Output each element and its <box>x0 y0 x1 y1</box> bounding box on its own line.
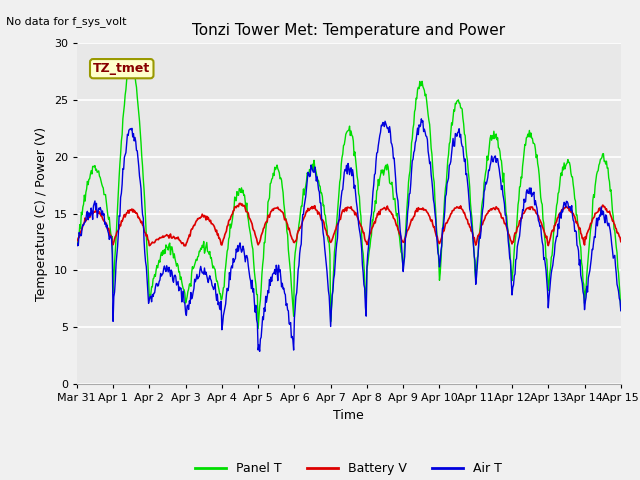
Panel T <box>73 240 81 246</box>
Air T <box>617 308 625 313</box>
Air T <box>449 143 456 149</box>
Battery V <box>193 217 201 223</box>
Line: Battery V: Battery V <box>77 204 621 246</box>
Panel T <box>568 174 576 180</box>
Air T <box>394 198 402 204</box>
Battery V <box>182 243 189 249</box>
Battery V <box>216 238 224 243</box>
Battery V <box>617 239 625 244</box>
Air T <box>256 348 264 354</box>
Battery V <box>568 211 576 216</box>
Panel T <box>617 308 625 313</box>
Panel T <box>342 132 349 137</box>
Battery V <box>449 208 456 214</box>
Y-axis label: Temperature (C) / Power (V): Temperature (C) / Power (V) <box>35 127 48 300</box>
Battery V <box>342 205 349 211</box>
Battery V <box>73 238 81 244</box>
X-axis label: Time: Time <box>333 408 364 421</box>
Panel T <box>254 326 262 332</box>
Panel T <box>449 122 456 128</box>
Legend: Panel T, Battery V, Air T: Panel T, Battery V, Air T <box>190 457 508 480</box>
Battery V <box>236 201 244 206</box>
Air T <box>341 167 349 172</box>
Air T <box>417 116 425 122</box>
Air T <box>216 306 223 312</box>
Line: Panel T: Panel T <box>77 64 621 329</box>
Panel T <box>128 61 136 67</box>
Air T <box>193 276 200 282</box>
Panel T <box>193 258 201 264</box>
Text: No data for f_sys_volt: No data for f_sys_volt <box>6 16 127 27</box>
Panel T <box>216 291 224 297</box>
Text: TZ_tmet: TZ_tmet <box>93 62 150 75</box>
Air T <box>73 243 81 249</box>
Line: Air T: Air T <box>77 119 621 351</box>
Battery V <box>395 228 403 234</box>
Panel T <box>395 230 403 236</box>
Air T <box>568 212 576 218</box>
Title: Tonzi Tower Met: Temperature and Power: Tonzi Tower Met: Temperature and Power <box>192 23 506 38</box>
